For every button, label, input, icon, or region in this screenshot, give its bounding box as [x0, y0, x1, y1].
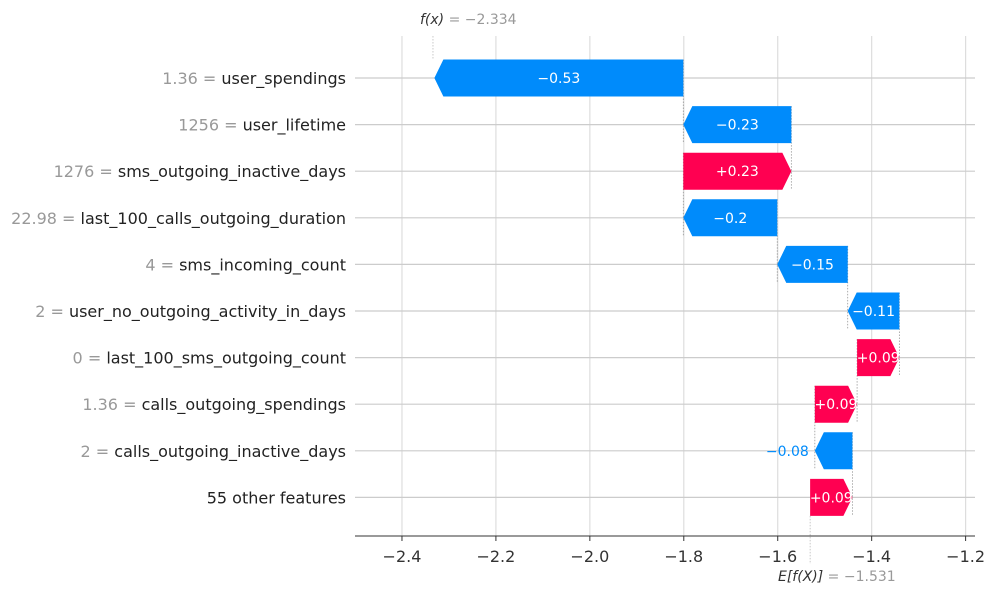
feature-value: 1256 =	[178, 116, 242, 135]
feature-name: 55 other features	[207, 488, 346, 507]
feature-label: 22.98 = last_100_calls_outgoing_duration	[11, 209, 346, 229]
feature-name: user_lifetime	[243, 116, 346, 136]
feature-label: 1256 = user_lifetime	[178, 116, 346, 136]
feature-label: 1.36 = calls_outgoing_spendings	[82, 395, 346, 415]
bar-value-label: −0.08	[766, 444, 809, 460]
feature-value: 2 =	[81, 442, 115, 461]
x-tick-label: −2.2	[476, 547, 515, 566]
x-tick-label: −2.4	[383, 547, 422, 566]
bar-value-label: −0.11	[852, 304, 895, 320]
bar-value-label: +0.09	[857, 351, 900, 367]
feature-name: user_no_outgoing_activity_in_days	[69, 302, 346, 322]
feature-value: 22.98 =	[11, 209, 80, 228]
x-tick-label: −1.2	[946, 547, 985, 566]
feature-value: 2 =	[35, 302, 69, 321]
negative-bar	[434, 59, 684, 97]
negative-bar	[683, 199, 778, 237]
bar-value-label: −0.53	[537, 71, 580, 87]
x-tick-label: −2.0	[570, 547, 609, 566]
feature-value: 0 =	[73, 349, 107, 368]
feature-value: 4 =	[145, 255, 179, 274]
feature-label: 4 = sms_incoming_count	[145, 255, 346, 275]
feature-name: user_spendings	[221, 69, 346, 89]
feature-label: 2 = calls_outgoing_inactive_days	[81, 442, 346, 462]
feature-label: 2 = user_no_outgoing_activity_in_days	[35, 302, 346, 322]
feature-label: 1276 = sms_outgoing_inactive_days	[54, 162, 346, 182]
positive-bar	[857, 339, 900, 377]
feature-name: calls_outgoing_spendings	[142, 395, 346, 415]
gridlines	[355, 36, 975, 536]
bars: −0.53 −0.23 +0.23 −0.2 −0.15 −0.11 +0.09 +0.09 −…	[432, 36, 900, 564]
feature-label: 0 = last_100_sms_outgoing_count	[73, 349, 346, 369]
positive-bar	[683, 152, 792, 190]
positive-bar	[814, 385, 858, 423]
y-axis-labels: 1.36 = user_spendings 1256 = user_lifetim…	[11, 69, 346, 507]
positive-bar	[810, 478, 853, 516]
feature-label: 55 other features	[207, 488, 346, 507]
expected-value-annotation: E[f(X)] = −1.531	[778, 569, 896, 585]
x-tick-label: −1.6	[758, 547, 797, 566]
bar-value-label: +0.23	[716, 164, 759, 180]
negative-bar	[683, 106, 792, 144]
feature-value: 1.36 =	[82, 395, 141, 414]
bar-value-label: −0.2	[713, 211, 747, 227]
bar-value-label: +0.09	[810, 490, 853, 506]
negative-bar	[777, 245, 848, 283]
feature-name: sms_outgoing_inactive_days	[118, 162, 346, 182]
feature-name: last_100_calls_outgoing_duration	[81, 209, 346, 229]
x-tick-label: −1.4	[852, 547, 891, 566]
negative-bar	[814, 432, 853, 470]
x-axis: −2.4 −2.2 −2.0 −1.8 −1.6 −1.4 −1.2	[355, 535, 985, 566]
feature-label: 1.36 = user_spendings	[162, 69, 346, 89]
feature-name: last_100_sms_outgoing_count	[106, 349, 346, 369]
bar-value-label: −0.23	[716, 118, 759, 134]
fx-annotation: f(x) = −2.334	[420, 12, 517, 28]
negative-bar	[847, 292, 900, 330]
bar-value-label: −0.15	[791, 257, 834, 273]
x-tick-label: −1.8	[664, 547, 703, 566]
feature-name: calls_outgoing_inactive_days	[114, 442, 346, 462]
feature-name: sms_incoming_count	[179, 255, 346, 275]
feature-value: 1.36 =	[162, 69, 221, 88]
bar-value-label: +0.09	[815, 397, 858, 413]
feature-value: 1276 =	[54, 162, 118, 181]
